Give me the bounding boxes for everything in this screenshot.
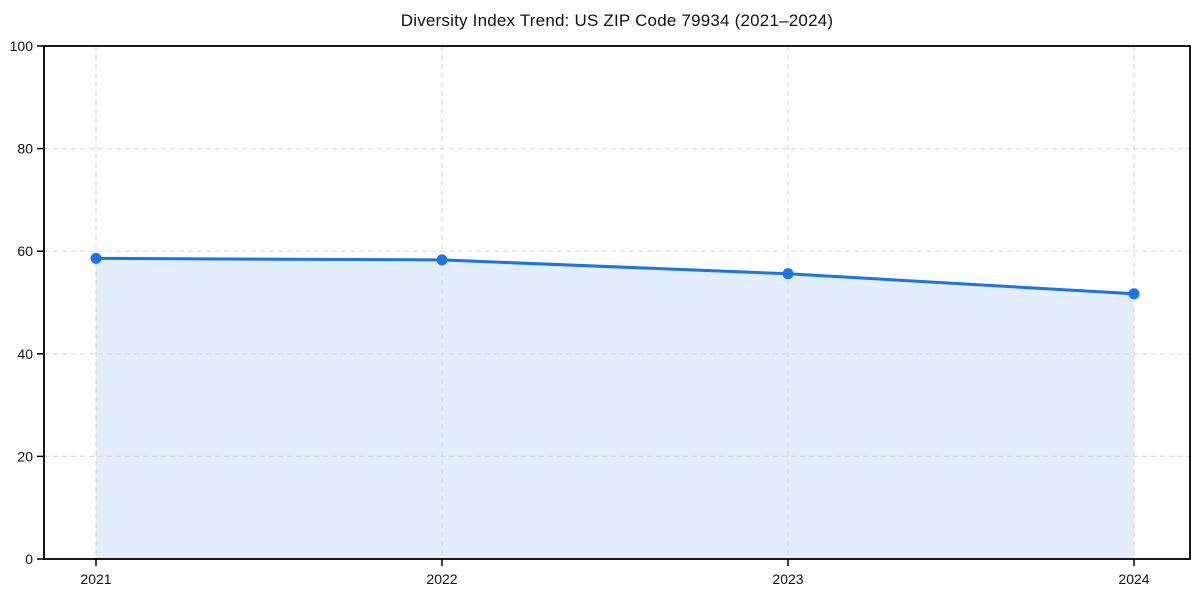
x-tick-label: 2023: [772, 571, 803, 587]
y-tick-label: 60: [17, 243, 33, 259]
x-tick-label: 2024: [1118, 571, 1149, 587]
data-point-2023: [782, 268, 794, 280]
area-fill: [96, 258, 1134, 559]
y-tick-label: 0: [25, 551, 33, 567]
data-point-2021: [90, 252, 102, 264]
y-tick-label: 20: [17, 448, 33, 464]
y-tick-label: 40: [17, 346, 33, 362]
data-point-2022: [436, 254, 448, 266]
y-tick-label: 100: [10, 38, 34, 54]
plot-border: [43, 45, 1191, 560]
y-tick-label: 80: [17, 141, 33, 157]
chart-title: Diversity Index Trend: US ZIP Code 79934…: [400, 11, 834, 30]
x-tick-label: 2022: [426, 571, 457, 587]
data-point-2024: [1128, 288, 1140, 300]
x-tick-label: 2021: [80, 571, 111, 587]
data-line: [94, 256, 1136, 296]
